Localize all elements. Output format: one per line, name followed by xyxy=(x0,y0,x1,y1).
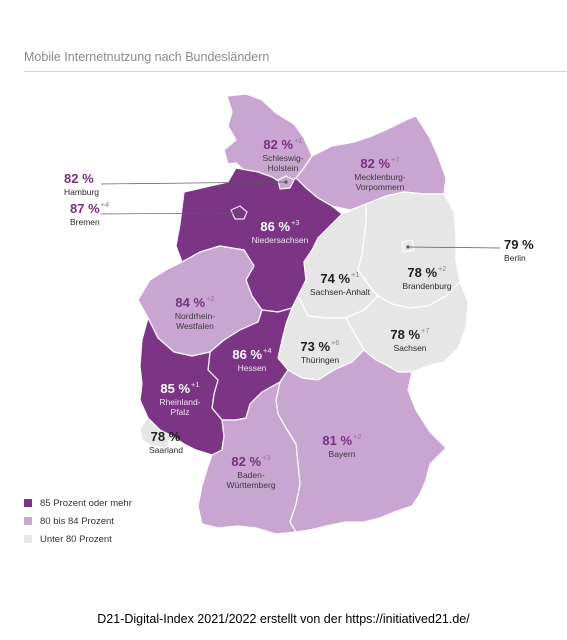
legend-item-high: 85 Prozent oder mehr xyxy=(24,494,132,512)
state-bw[interactable] xyxy=(197,381,301,535)
legend-item-mid: 80 bis 84 Prozent xyxy=(24,512,132,530)
label-saarland: 78 % Saarland xyxy=(148,429,184,456)
label-hamburg: 82 % Hamburg xyxy=(64,171,99,198)
map-title: Mobile Internetnutzung nach Bundesländer… xyxy=(24,50,270,64)
hamburg-dot xyxy=(284,180,288,184)
legend-label-high: 85 Prozent oder mehr xyxy=(40,497,132,509)
label-sachsen-anhalt: 74 %+1 Sachsen-Anhalt xyxy=(309,269,370,298)
berlin-leader xyxy=(407,246,501,249)
label-niedersachsen: 86 %+3 Niedersachsen xyxy=(251,217,309,246)
label-thueringen: 73 %+6 Thüringen xyxy=(300,337,340,366)
label-bremen: 87 %+4 Bremen xyxy=(70,199,110,228)
label-schleswig-holstein: 82 %+1 Schleswig- Holstein xyxy=(262,135,304,174)
hamburg-leader xyxy=(100,181,287,185)
legend-label-low: Unter 80 Prozent xyxy=(40,533,112,545)
legend-swatch-low xyxy=(24,535,32,543)
label-baden-wuerttemberg: 82 %+3 Baden- Württemberg xyxy=(226,452,276,491)
label-hessen: 86 %+4 Hessen xyxy=(232,345,272,374)
label-rheinland-pfalz: 85 %+1 Rheinland- Pfalz xyxy=(159,379,201,418)
title-divider xyxy=(24,71,567,72)
legend-swatch-high xyxy=(24,499,32,507)
label-bayern: 81 %+2 Bayern xyxy=(322,431,362,460)
state-sl[interactable] xyxy=(139,417,173,449)
legend-label-mid: 80 bis 84 Prozent xyxy=(40,515,114,527)
label-brandenburg: 78 %+2 Brandenburg xyxy=(402,263,452,292)
berlin-dot xyxy=(406,245,410,249)
legend-swatch-mid xyxy=(24,517,32,525)
label-mecklenburg-vorpommern: 82 %+7 Mecklenburg- Vorpommern xyxy=(354,154,406,193)
bremen-leader xyxy=(100,212,240,215)
bremen-dot xyxy=(237,211,241,215)
label-nordrhein-westfalen: 84 %+2 Nordrhein- Westfalen xyxy=(174,293,216,332)
legend-item-low: Unter 80 Prozent xyxy=(24,530,132,548)
legend: 85 Prozent oder mehr 80 bis 84 Prozent U… xyxy=(24,494,132,548)
source-caption: D21-Digital-Index 2021/2022 erstellt von… xyxy=(97,612,470,626)
label-sachsen: 78 %+7 Sachsen xyxy=(390,325,430,354)
label-berlin: 79 % Berlin xyxy=(504,237,534,264)
